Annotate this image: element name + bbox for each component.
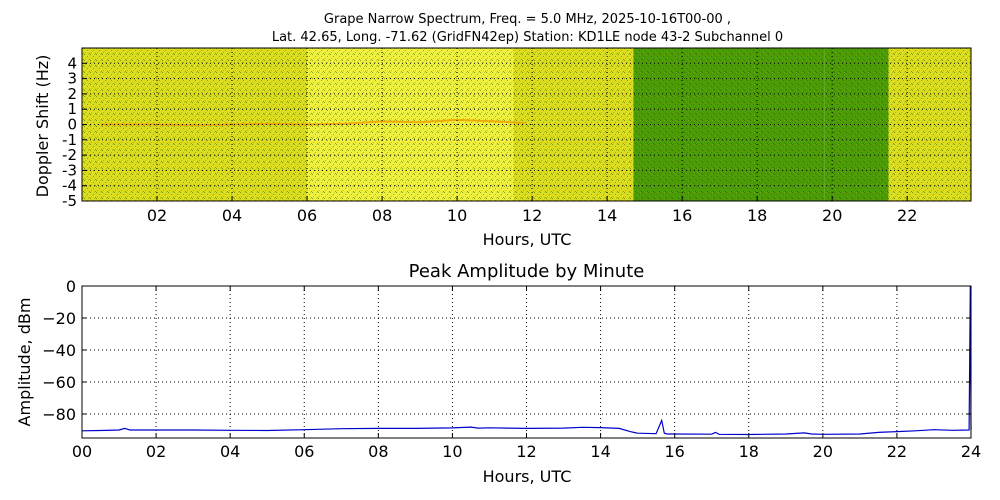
heatmap-xtick-label: 04 [222,206,242,225]
heatmap-ytick-label: -5 [62,192,77,210]
spectrum-subtitle: Lat. 42.65, Long. -71.62 (GridFN42ep) St… [271,30,784,45]
amplitude-title: Peak Amplitude by Minute [408,261,645,282]
heatmap-xtick-label: 02 [147,206,167,225]
amplitude-xtick-label: 22 [887,442,907,461]
amplitude-series-0 [81,285,972,436]
heatmap-xtick-label: 16 [672,206,692,225]
amplitude-xtick-label: 24 [961,442,981,461]
amplitude-xtick-label: 02 [146,442,166,461]
amplitude-xtick-label: 18 [739,442,759,461]
amplitude-xtick-label: 20 [813,442,833,461]
amplitude-ylabel: Amplitude, dBm [15,298,34,427]
spectrum-xlabel: Hours, UTC [483,230,572,249]
amplitude-ytick-label: −40 [42,341,76,360]
amplitude-xlabel: Hours, UTC [483,467,572,486]
amplitude-ytick-label: −80 [42,405,76,424]
spectrum-title: Grape Narrow Spectrum, Freq. = 5.0 MHz, … [323,12,732,27]
amplitude-xtick-label: 14 [590,442,610,461]
heatmap-xtick-label: 10 [447,206,467,225]
heatmap-ytick-label: -3 [62,161,77,179]
amplitude-ytick-label: −60 [42,373,76,392]
heatmap-xtick-label: 14 [597,206,617,225]
doppler-trace [100,118,525,127]
heatmap-xtick-label: 22 [897,206,917,225]
heatmap-ytick-label: 1 [67,100,77,118]
amplitude-ytick-label: −20 [42,309,76,328]
heatmap-ytick-label: -2 [62,146,77,164]
amplitude-xtick-label: 10 [442,442,462,461]
heatmap-xtick-label: 20 [822,206,842,225]
amplitude-xtick-label: 08 [368,442,388,461]
heatmap-xtick-label: 08 [372,206,392,225]
amplitude-xtick-label: 12 [516,442,536,461]
heatmap-ytick-label: -4 [62,177,77,195]
heatmap-xtick-label: 06 [297,206,317,225]
heatmap-xtick-label: 18 [747,206,767,225]
amplitude-xtick-label: 06 [294,442,314,461]
amplitude-xtick-label: 04 [220,442,240,461]
heatmap-ytick-label: 2 [67,85,77,103]
heatmap-ytick-label: -1 [62,131,77,149]
heatmap-ytick-label: 4 [67,54,77,72]
amplitude-xtick-label: 16 [664,442,684,461]
heatmap-xtick-label: 12 [522,206,542,225]
heatmap-ytick-label: 3 [67,70,77,88]
spectrum-ylabel: Doppler Shift (Hz) [33,55,52,198]
heatmap-ytick-label: 0 [67,116,77,134]
amplitude-xtick-label: 00 [72,442,92,461]
amplitude-ytick-label: 0 [66,277,76,296]
